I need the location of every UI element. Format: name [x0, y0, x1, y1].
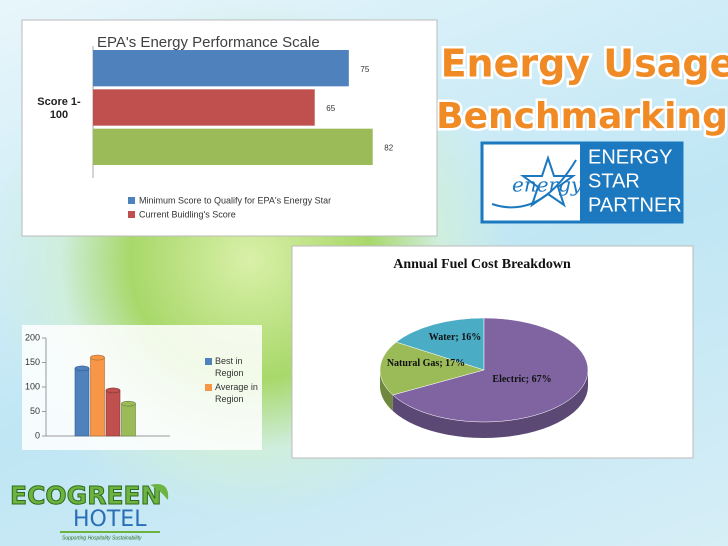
legend-swatch	[128, 197, 135, 204]
bar	[93, 128, 373, 165]
bar	[93, 50, 349, 87]
energy-star-line: STAR	[588, 170, 640, 192]
energy-star-panel	[580, 143, 682, 222]
data-label: 82	[384, 143, 393, 152]
logo-hotel: HOTEL	[73, 507, 147, 532]
pie-side	[380, 370, 393, 412]
slide-title: Benchmarking	[436, 96, 728, 137]
legend-swatch	[205, 384, 212, 391]
logo-tagline: Supporting Hospitality Sustainability	[62, 535, 142, 541]
pie-slice	[392, 317, 589, 423]
logo-leaf	[150, 484, 169, 500]
chart-title: Annual Fuel Cost Breakdown	[393, 257, 571, 272]
data-label: Electric; 67%	[492, 374, 552, 385]
legend-label: Current Buidling's Score	[139, 209, 236, 219]
column-top	[121, 400, 136, 407]
chart-box	[22, 325, 262, 450]
energy-star-swoosh	[491, 159, 577, 209]
legend-label: Average in Region	[215, 382, 258, 404]
column-top	[105, 387, 121, 394]
pie-side	[392, 370, 588, 438]
y-tick-label: 150	[25, 357, 40, 367]
column	[74, 368, 90, 437]
pie-slice	[395, 317, 485, 371]
column-top	[90, 354, 105, 361]
y-tick-label: 50	[30, 406, 40, 416]
column	[90, 357, 105, 437]
legend-swatch	[205, 358, 212, 365]
bar	[93, 89, 315, 126]
data-label: Water; 16%	[428, 332, 482, 343]
legend-swatch	[128, 211, 135, 218]
energy-script: energy	[512, 173, 583, 197]
pie-slice	[379, 341, 485, 396]
legend-label: Best in Region	[215, 356, 244, 378]
data-label: 65	[326, 104, 335, 113]
slide-title: Energy Usage	[441, 42, 728, 86]
y-tick-label: 0	[35, 430, 40, 440]
energy-star-line: ENERGY	[588, 146, 672, 168]
y-tick-label: 100	[25, 381, 40, 391]
column	[105, 390, 121, 437]
energy-star-line: PARTNER	[588, 194, 682, 216]
data-label: 75	[360, 65, 369, 74]
logo-eco: ECOGREEN	[10, 481, 162, 510]
data-label: Natural Gas; 17%	[386, 358, 466, 369]
y-axis-label: Score 1-100	[37, 96, 81, 121]
column-top	[74, 365, 90, 372]
chart-title: EPA's Energy Performance Scale	[97, 34, 320, 51]
y-tick-label: 200	[25, 332, 40, 342]
column	[121, 403, 136, 437]
legend-label: Minimum Score to Qualify for EPA's Energ…	[139, 195, 331, 205]
